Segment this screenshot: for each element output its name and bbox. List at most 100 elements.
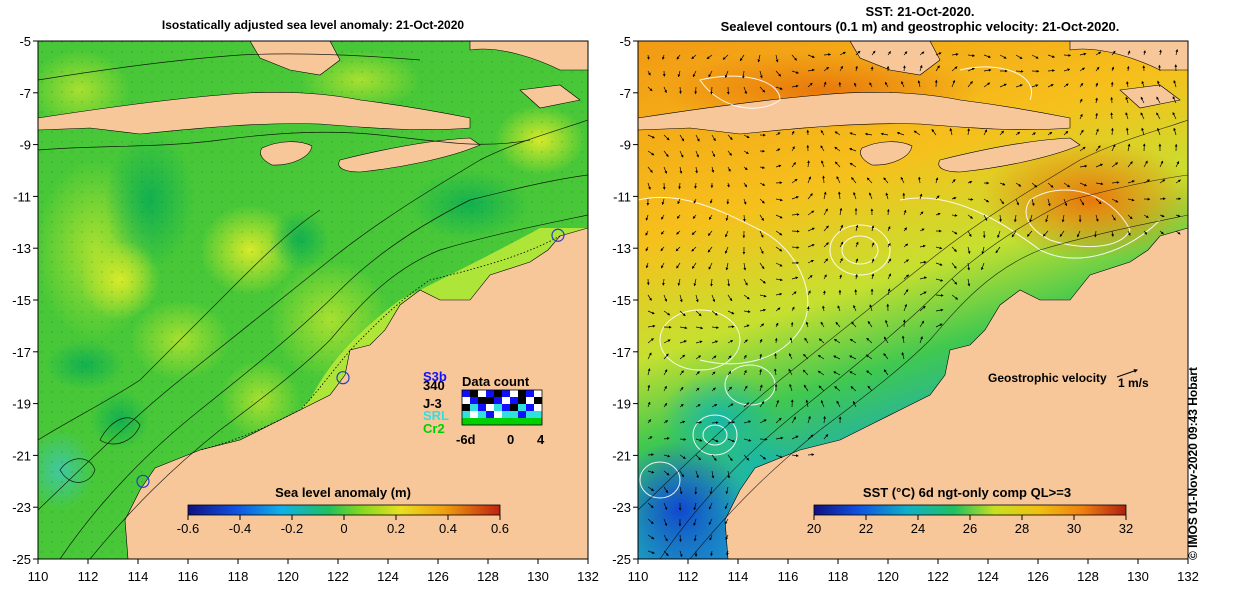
velocity-arrow xyxy=(647,70,651,76)
velocity-arrow xyxy=(663,150,669,158)
velocity-arrow xyxy=(1127,230,1131,236)
velocity-arrow xyxy=(647,166,653,173)
data-count-cell xyxy=(486,397,494,404)
right-lat-tick-label: -13 xyxy=(612,241,631,256)
velocity-arrow xyxy=(1172,112,1177,120)
data-count-cell xyxy=(470,390,478,397)
velocity-arrow xyxy=(663,134,670,141)
velocity-arrow xyxy=(695,438,703,442)
credit-text: © IMOS 01-Nov-2020 09:43 Hobart xyxy=(1186,367,1200,560)
velocity-arrow xyxy=(1079,67,1085,72)
velocity-arrow xyxy=(967,214,973,219)
velocity-arrow xyxy=(695,134,700,142)
velocity-arrow xyxy=(1079,182,1088,187)
velocity-arrow xyxy=(1015,84,1023,88)
sla-colorbar-label: Sea level anomaly (m) xyxy=(275,485,411,500)
velocity-arrow xyxy=(679,86,682,95)
velocity-arrow xyxy=(725,534,729,541)
data-count-cell xyxy=(502,411,510,418)
left-lat-tick-label: -5 xyxy=(19,34,31,49)
velocity-arrow xyxy=(855,50,861,56)
velocity-arrow xyxy=(1143,160,1148,168)
velocity-arrow xyxy=(743,294,750,300)
data-count-cell xyxy=(494,411,502,418)
left-lon-tick-label: 116 xyxy=(178,569,199,584)
right-lon-tick-label: 118 xyxy=(828,569,849,584)
velocity-arrow xyxy=(789,383,793,392)
velocity-arrow xyxy=(865,354,873,360)
velocity-arrow xyxy=(711,166,715,173)
velocity-arrow xyxy=(727,403,734,408)
sst-colorbar-gradient xyxy=(813,504,1127,516)
velocity-arrow xyxy=(791,276,799,280)
data-count-cell xyxy=(486,418,494,425)
velocity-arrow xyxy=(983,198,990,203)
velocity-arrow xyxy=(727,386,732,392)
velocity-arrow xyxy=(855,258,859,264)
sst-colorbar: SST (°C) 6d ngt-only comp QL>=3 20 22 24 26… xyxy=(807,485,1133,536)
velocity-arrow xyxy=(871,225,875,232)
sst-colorbar-tick-label: 30 xyxy=(1067,521,1081,536)
velocity-arrow xyxy=(679,310,686,317)
velocity-arrow xyxy=(867,385,873,392)
data-count-cell xyxy=(526,404,534,411)
velocity-arrow xyxy=(817,355,825,360)
velocity-arrow xyxy=(759,308,767,312)
velocity-arrow xyxy=(852,400,857,408)
velocity-arrow xyxy=(949,127,953,136)
velocity-arrow xyxy=(805,399,809,408)
velocity-arrow xyxy=(807,210,815,216)
velocity-arrow xyxy=(1141,127,1145,136)
left-lon-tick-label: 126 xyxy=(427,569,449,584)
velocity-arrow xyxy=(807,434,814,440)
data-count-cell xyxy=(470,411,478,418)
data-count-cell xyxy=(534,418,542,425)
velocity-arrow xyxy=(677,70,681,78)
velocity-arrow xyxy=(759,454,767,460)
velocity-arrow xyxy=(967,278,971,287)
velocity-arrow xyxy=(711,326,719,329)
velocity-arrow xyxy=(791,213,800,216)
velocity-arrow xyxy=(789,337,793,344)
velocity-arrow xyxy=(1063,198,1068,207)
velocity-arrow xyxy=(743,369,747,376)
right-lon-tick-label: 116 xyxy=(778,569,799,584)
velocity-arrow xyxy=(917,80,921,88)
velocity-arrow xyxy=(1111,230,1114,237)
velocity-arrow xyxy=(1125,96,1129,104)
velocity-arrow xyxy=(807,176,811,184)
velocity-arrow xyxy=(647,550,655,554)
velocity-arrow xyxy=(885,319,889,328)
velocity-arrow xyxy=(727,310,735,315)
velocity-arrow xyxy=(679,486,683,495)
velocity-arrow xyxy=(743,214,746,222)
velocity-arrow xyxy=(1158,64,1161,72)
data-count-cell xyxy=(478,390,486,397)
velocity-arrow xyxy=(999,130,1005,136)
velocity-arrow xyxy=(679,438,687,441)
right-lat-tick-label: -17 xyxy=(612,345,631,360)
velocity-arrow xyxy=(1111,50,1116,56)
velocity-arrow xyxy=(1063,68,1071,72)
velocity-arrow xyxy=(903,243,909,248)
velocity-arrow xyxy=(807,453,815,457)
velocity-arrow xyxy=(663,86,667,94)
velocity-arrow xyxy=(919,228,925,232)
velocity-arrow xyxy=(663,339,671,344)
velocity-arrow xyxy=(951,196,957,200)
velocity-arrow xyxy=(663,310,671,316)
data-count-cell xyxy=(494,390,502,397)
velocity-arrow xyxy=(708,214,713,220)
velocity-arrow xyxy=(919,276,927,280)
velocity-arrow xyxy=(1047,84,1054,88)
left-lat-tick-label: -19 xyxy=(12,397,31,412)
velocity-arrow xyxy=(855,65,858,72)
velocity-arrow xyxy=(692,214,697,219)
velocity-arrow xyxy=(1095,198,1102,205)
velocity-arrow xyxy=(821,160,825,168)
velocity-arrow xyxy=(855,224,859,232)
velocity-arrow xyxy=(759,182,766,186)
velocity-arrow xyxy=(1079,198,1085,206)
velocity-arrow xyxy=(743,324,750,328)
velocity-arrow xyxy=(679,340,687,344)
